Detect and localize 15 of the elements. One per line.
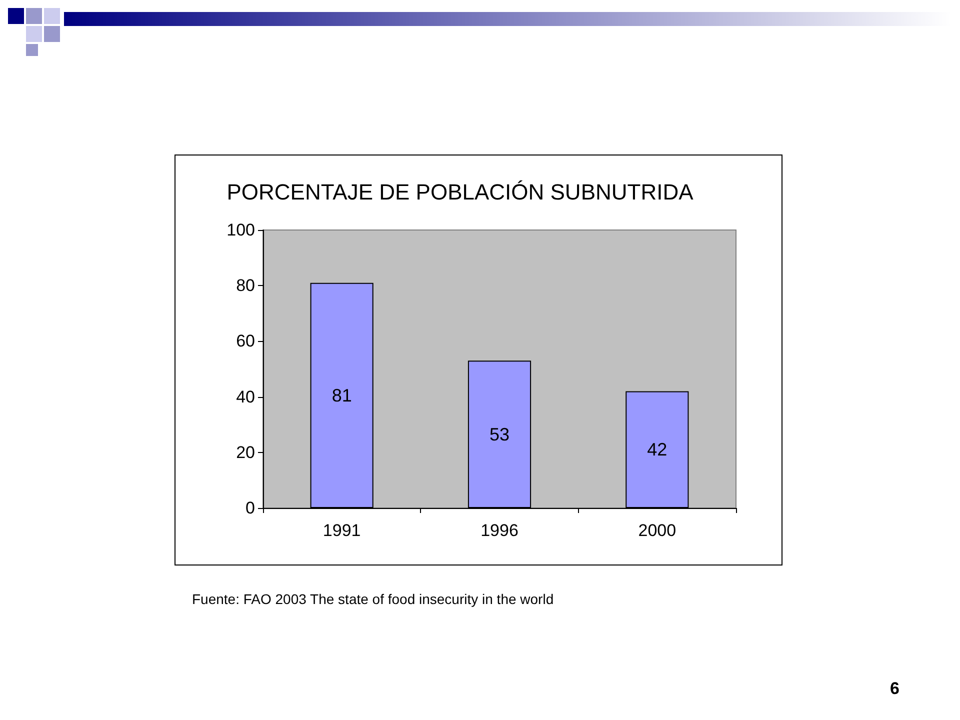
y-tick-label: 20	[236, 442, 255, 462]
y-tick-label: 40	[236, 387, 255, 406]
text: 6	[890, 679, 900, 698]
source-note: Fuente: FAO 2003 The state of food insecurity in the world	[192, 591, 554, 607]
y-tick-label: 60	[236, 332, 255, 351]
data-label: 42	[647, 440, 668, 460]
chart-title: PORCENTAJE DE POBLACIÓN SUBNUTRIDA	[226, 180, 694, 204]
x-tick-label: 1996	[480, 521, 518, 540]
x-tick-label: 2000	[638, 521, 676, 540]
y-tick-label: 100	[226, 220, 255, 240]
x-tick-label: 1991	[322, 521, 361, 540]
y-tick-label: 0	[246, 498, 255, 518]
data-label: 53	[489, 424, 510, 444]
y-tick-label: 80	[236, 276, 255, 296]
data-label: 81	[332, 385, 352, 406]
